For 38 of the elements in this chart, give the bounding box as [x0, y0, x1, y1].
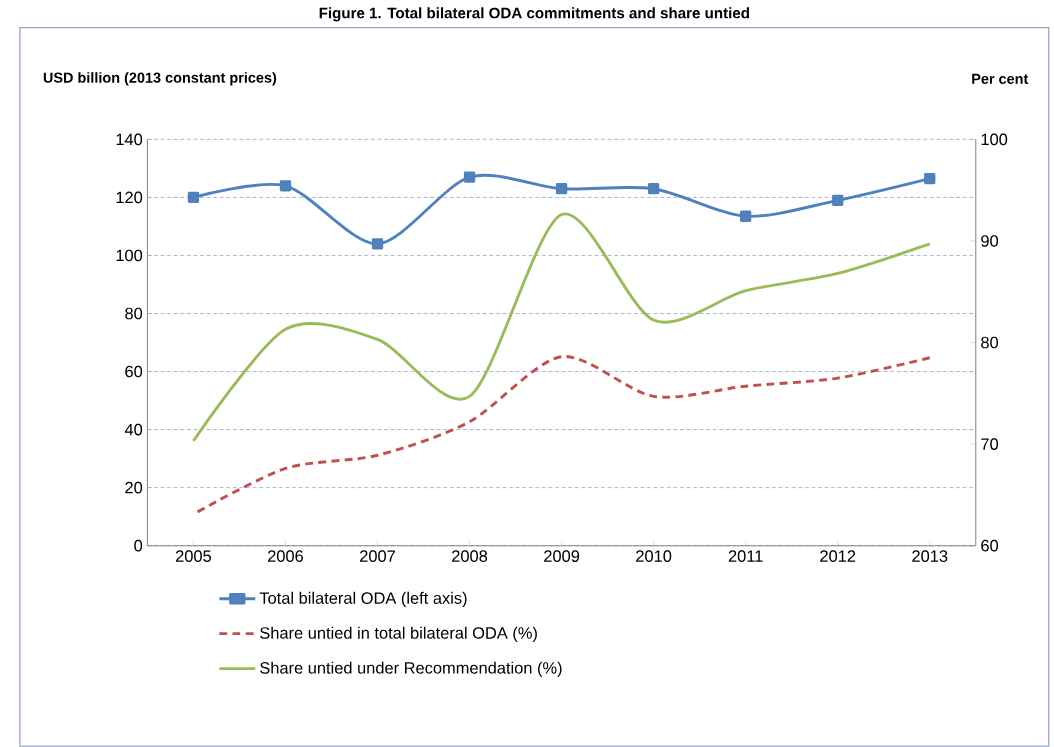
y2-axis-title: Per cent	[972, 73, 1029, 84]
y2-tick-label: 90	[981, 234, 999, 247]
y2-tick-label: 60	[981, 539, 999, 552]
x-tick-label: 2011	[728, 550, 763, 562]
x-tick-label: 2009	[544, 550, 580, 562]
y2-tick-label: 80	[981, 336, 999, 349]
x-tick-label: 2012	[820, 550, 856, 562]
point	[555, 182, 568, 195]
y-tick-label: 0	[134, 539, 143, 552]
y2-tick-label: 70	[981, 438, 999, 450]
point	[924, 172, 936, 184]
point	[832, 194, 844, 206]
x-tick-label: 2007	[360, 550, 395, 562]
x-tick-label: 2005	[175, 550, 212, 562]
point	[740, 210, 752, 222]
point	[463, 171, 476, 183]
y-tick-label: 100	[116, 249, 143, 262]
x-tick-label: 2006	[268, 550, 304, 562]
y-tick-label: 20	[125, 481, 143, 494]
y-tick-label: 120	[116, 191, 143, 203]
point	[279, 179, 292, 192]
point	[647, 182, 660, 195]
legend-label: Total bilateral ODA (left axis)	[259, 591, 467, 607]
y-tick-label: 80	[125, 307, 143, 320]
x-tick-label: 2010	[636, 550, 672, 562]
point	[187, 191, 200, 203]
x-tick-label: 2013	[912, 550, 948, 562]
line-series	[191, 212, 932, 443]
y-tick-label: 60	[125, 365, 143, 378]
y-axis-title: USD billion (2013 constant prices)	[43, 71, 277, 86]
y-tick-label: 40	[124, 423, 143, 436]
y2-tick-label: 100	[981, 133, 1008, 145]
point	[371, 237, 384, 250]
legend-label: Share untied in total bilateral ODA (%)	[260, 626, 537, 642]
chart-title: Figure 1. Total bilateral ODA commitments and share untied	[319, 7, 749, 22]
y-tick-label: 140	[116, 133, 143, 145]
x-tick-label: 2008	[452, 550, 488, 562]
legend-label: Share untied under Recommendation (%)	[260, 661, 562, 677]
